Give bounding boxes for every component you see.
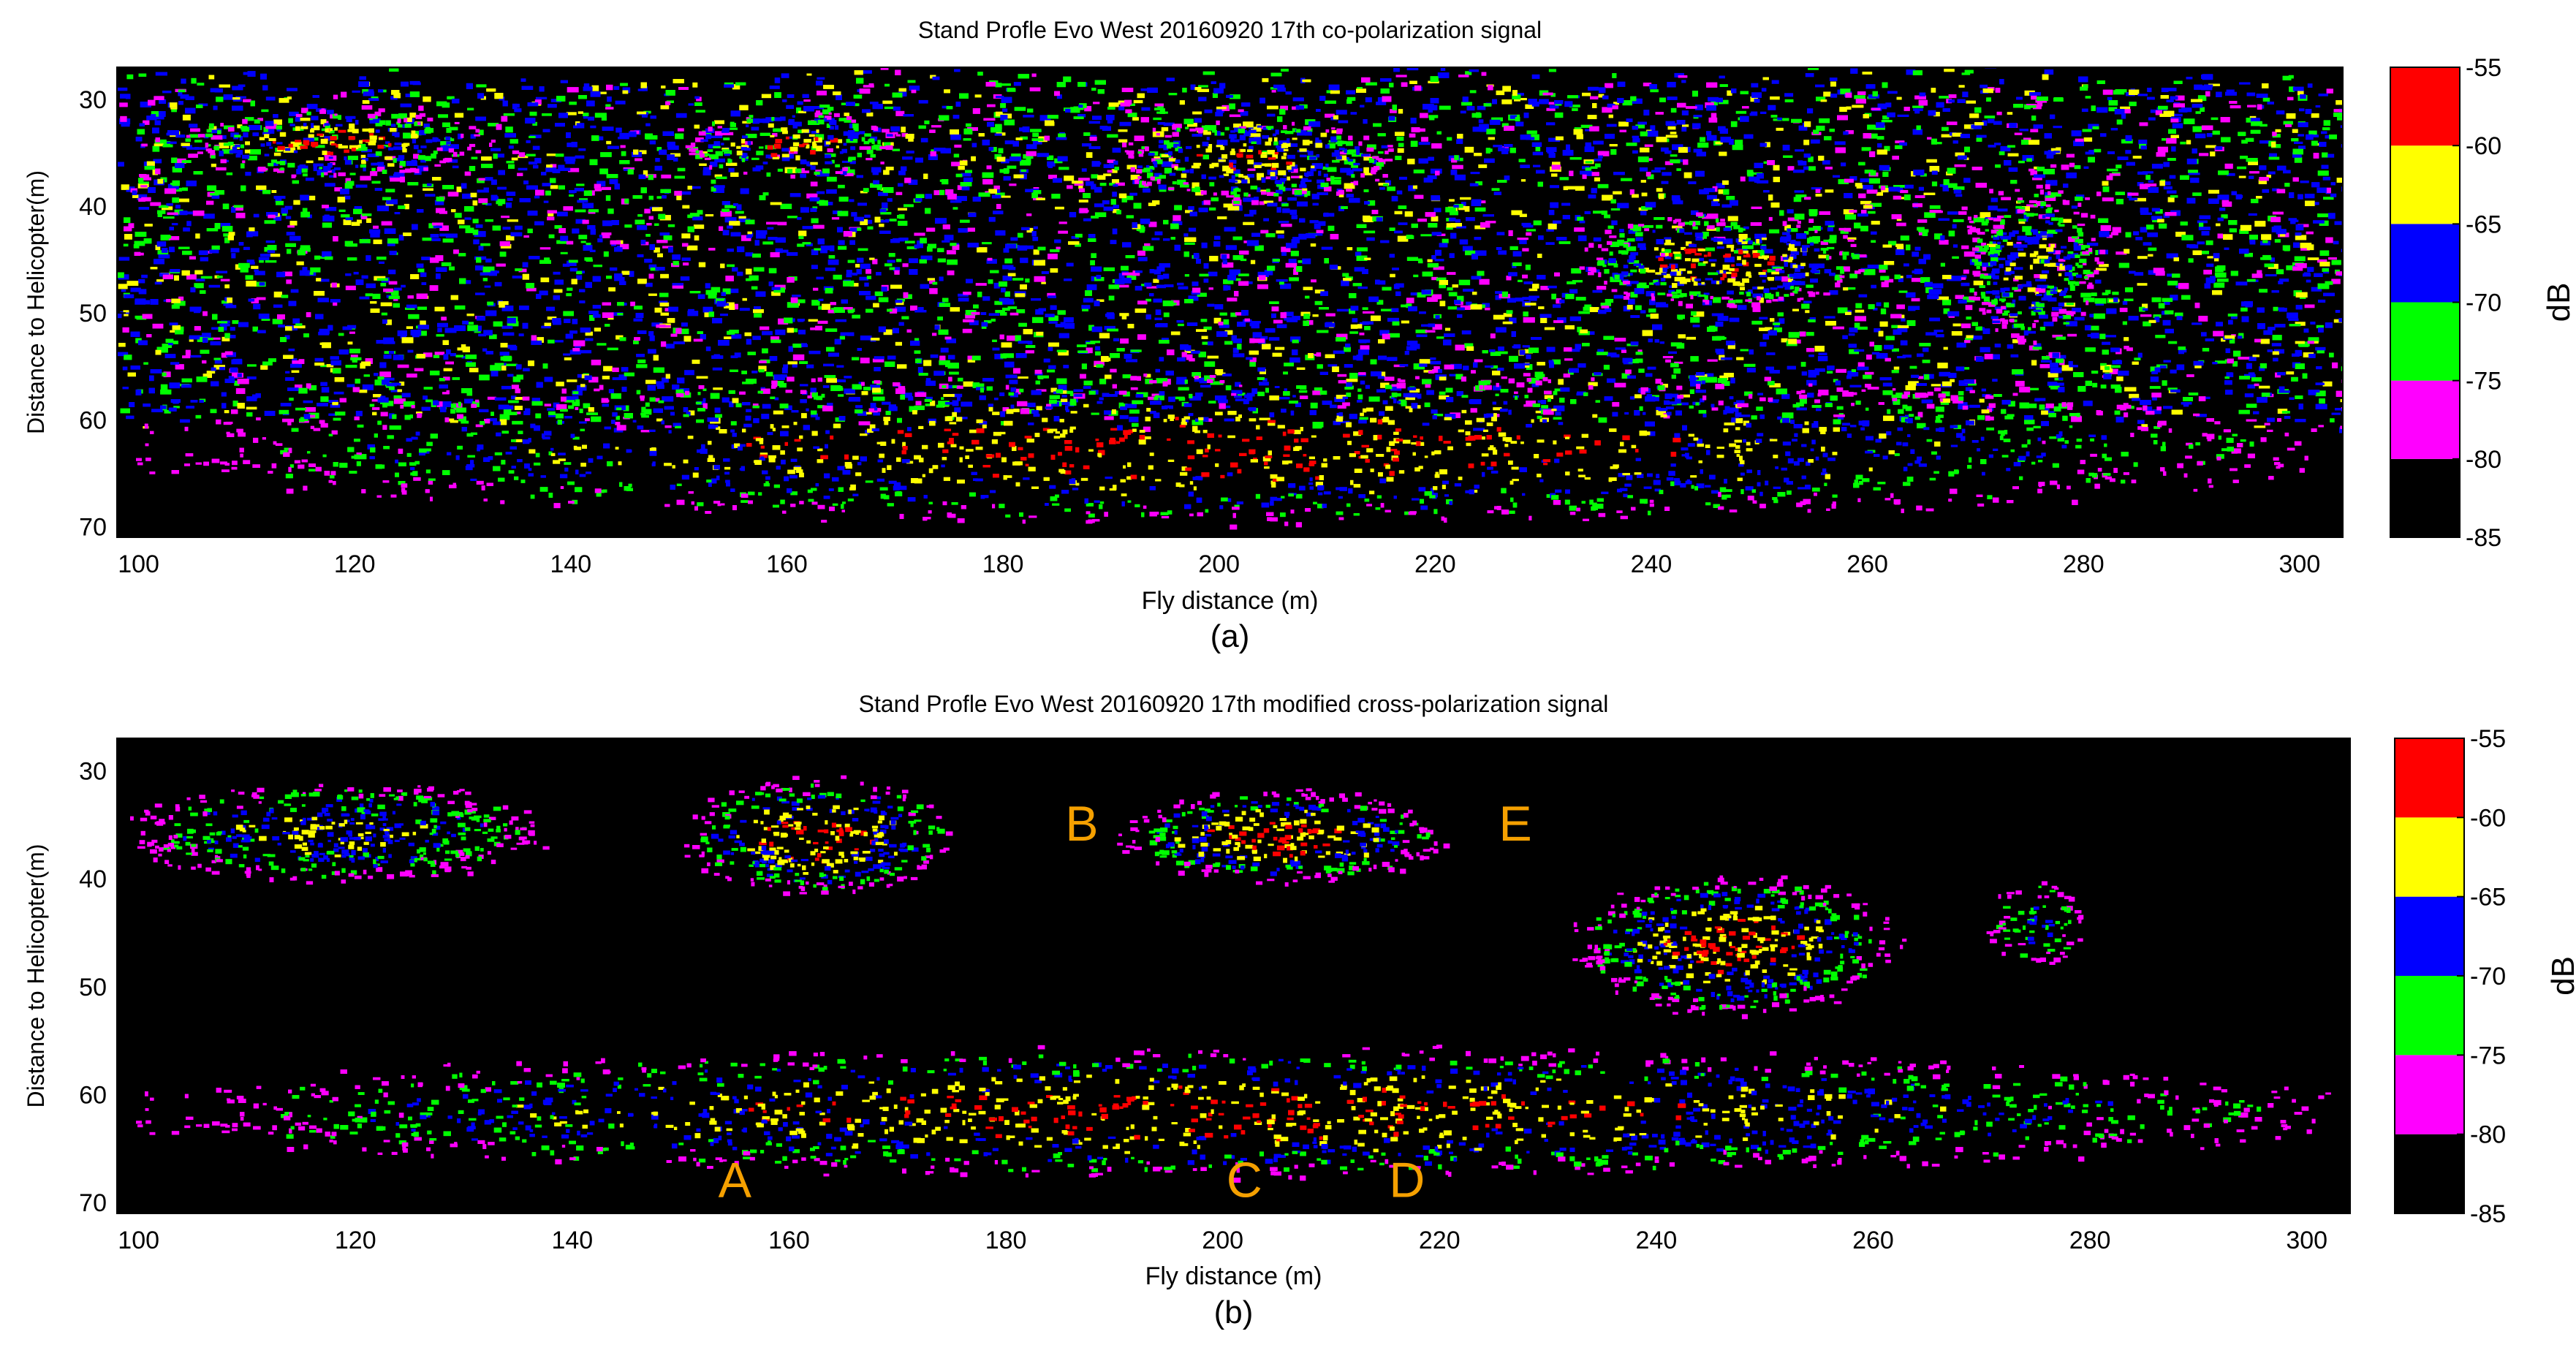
- annotation-e: E: [1499, 796, 1531, 852]
- colorbar-segment: [2395, 1055, 2464, 1134]
- chart-title: Stand Profle Evo West 20160920 17th co-p…: [918, 17, 1542, 43]
- y-tick-label: 50: [79, 300, 107, 327]
- colorbar-tick-label: -80: [2470, 1121, 2506, 1149]
- colorbar-segment: [2395, 738, 2464, 817]
- y-axis-label: Distance to Helicopter(m): [23, 170, 49, 434]
- colorbar-segment: [2395, 897, 2464, 976]
- colorbar: -55 -60 -65 -70 -75 -80 -85 dB: [2395, 725, 2576, 1228]
- colorbar-tick-label: -55: [2466, 54, 2501, 82]
- y-tick-label: 30: [79, 86, 107, 114]
- x-tick-label: 240: [1631, 550, 1672, 578]
- x-tick-label: 300: [2286, 1227, 2327, 1254]
- x-tick-label: 200: [1198, 550, 1240, 578]
- panel-label: (b): [1214, 1295, 1254, 1330]
- x-axis-label: Fly distance (m): [1145, 1262, 1322, 1290]
- y-tick-label: 60: [79, 406, 107, 434]
- y-tick-label: 40: [79, 865, 107, 893]
- y-axis-label: Distance to Helicopter(m): [23, 844, 49, 1108]
- colorbar-segment: [2395, 817, 2464, 896]
- colorbar-segment: [2390, 145, 2460, 224]
- chart-panel-b: 100 120 140 160 180 200 220 240 260 280 300 30 40 50 6…: [23, 691, 2576, 1330]
- y-tick-label: 70: [79, 513, 107, 541]
- x-tick-label: 120: [335, 1227, 376, 1254]
- x-tick-label: 280: [2063, 550, 2105, 578]
- x-tick-label: 140: [550, 550, 591, 578]
- x-tick-label: 160: [766, 550, 808, 578]
- colorbar-tick-label: -85: [2466, 524, 2501, 552]
- colorbar-tick-label: -55: [2470, 725, 2506, 753]
- chart-panel-a: 100 120 140 160 180 200 220 240 260 280 300 30 40 50 6…: [23, 17, 2576, 654]
- colorbar-tick-label: -60: [2470, 804, 2506, 832]
- colorbar-tick-label: -75: [2466, 368, 2501, 395]
- plot-area: [117, 738, 2350, 1213]
- x-tick-label: 180: [985, 1227, 1027, 1254]
- colorbar-tick-label: -85: [2470, 1200, 2506, 1228]
- annotation-a: A: [719, 1153, 752, 1208]
- x-tick-label: 100: [118, 550, 159, 578]
- colorbar-segment: [2390, 303, 2460, 381]
- panel-label: (a): [1211, 618, 1250, 654]
- chart-title: Stand Profle Evo West 20160920 17th modi…: [859, 691, 1609, 717]
- x-tick-label: 160: [768, 1227, 810, 1254]
- colorbar-label: dB: [2545, 956, 2576, 996]
- x-tick-label: 220: [1419, 1227, 1461, 1254]
- x-tick-label: 140: [551, 1227, 593, 1254]
- colorbar: -55 -60 -65 -70 -75 -80 -85 dB: [2390, 54, 2576, 552]
- annotation-c: C: [1227, 1153, 1262, 1208]
- colorbar-tick-label: -60: [2466, 132, 2501, 160]
- y-tick-label: 70: [79, 1189, 107, 1217]
- colorbar-tick-label: -80: [2466, 446, 2501, 474]
- colorbar-segment: [2390, 381, 2460, 459]
- x-tick-label: 120: [334, 550, 376, 578]
- x-tick-label: 300: [2279, 550, 2321, 578]
- y-tick-label: 30: [79, 757, 107, 785]
- y-tick-label: 60: [79, 1082, 107, 1110]
- colorbar-segment: [2395, 1134, 2464, 1213]
- colorbar-segment: [2390, 459, 2460, 537]
- annotation-d: D: [1389, 1153, 1425, 1208]
- annotation-b: B: [1065, 796, 1098, 852]
- colorbar-tick-label: -65: [2470, 884, 2506, 912]
- colorbar-label: dB: [2541, 283, 2576, 322]
- x-tick-label: 220: [1414, 550, 1456, 578]
- y-tick-label: 50: [79, 974, 107, 1001]
- colorbar-tick-label: -65: [2466, 211, 2501, 238]
- colorbar-segment: [2395, 976, 2464, 1055]
- x-tick-label: 180: [982, 550, 1024, 578]
- x-tick-label: 200: [1202, 1227, 1243, 1254]
- colorbar-tick-label: -70: [2466, 289, 2501, 317]
- x-tick-label: 260: [1852, 1227, 1894, 1254]
- x-tick-label: 240: [1636, 1227, 1678, 1254]
- colorbar-tick-label: -70: [2470, 963, 2506, 990]
- y-tick-label: 40: [79, 193, 107, 221]
- x-tick-label: 260: [1846, 550, 1888, 578]
- colorbar-segment: [2390, 67, 2460, 145]
- x-tick-label: 100: [118, 1227, 159, 1254]
- colorbar-tick-label: -75: [2470, 1042, 2506, 1069]
- colorbar-segment: [2390, 224, 2460, 302]
- x-tick-label: 280: [2069, 1227, 2111, 1254]
- x-axis-label: Fly distance (m): [1142, 587, 1319, 615]
